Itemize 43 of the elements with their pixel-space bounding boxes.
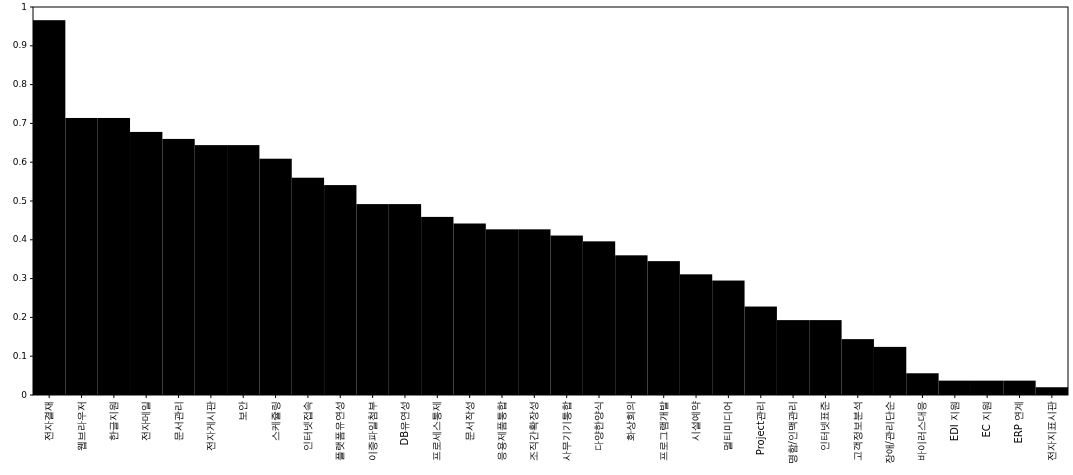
x-tick-label: DB유연성 [398,401,410,446]
x-tick-label: 한글지원 [107,401,119,441]
y-tick-label: 0.8 [12,79,28,90]
x-tick-label: 장애/관리단순 [884,401,896,465]
x-tick-label: 화상회의 [625,401,637,441]
x-tick-label: 보안 [237,401,249,421]
y-tick-label: 0.6 [12,156,28,167]
x-tick-label: 바이러스대응 [916,401,928,461]
x-tick-label: 전자게시판 [204,401,216,451]
x-tick-label: 문서작성 [463,401,475,441]
x-tick-label: 플랫폼유연성 [334,401,346,461]
x-tick-label: EC 지원 [981,401,993,438]
x-tick-label: 웹브라우저 [75,401,87,451]
x-tick-label: 멀티미디어 [722,401,734,451]
x-tick-label: 이종파일첨부 [366,401,378,461]
x-tick-label: Project관리 [754,401,766,456]
x-tick-label: 시설예약 [690,401,702,441]
x-tick-label: ERP 연계 [1013,401,1025,444]
x-tick-label: 전자메일 [140,401,152,441]
x-tick-label: 프로그램개발 [657,401,669,461]
x-tick-label: 조직간확장성 [528,401,540,461]
y-tick-label: 0.5 [12,195,27,206]
y-tick-label: 0.1 [12,350,27,361]
x-tick-label: 인터넷표준 [819,401,831,451]
y-tick-label: 0 [21,389,28,400]
x-tick-label: EDI 지원 [948,401,960,442]
y-tick-label: 0.2 [12,311,27,322]
y-tick-label: 0.7 [12,117,27,128]
y-tick-label: 0.4 [12,234,28,245]
x-tick-label: 스케쥴링 [269,401,281,441]
x-tick-label: 프로세스통제 [431,401,443,461]
x-tick-label: 명함/인맥관리 [787,401,799,465]
x-tick-label: 다양한양식 [593,401,605,451]
x-tick-label: 사무기기통합 [560,401,572,461]
x-tick-label: 응용제품통합 [495,401,507,461]
x-tick-label: 인터넷접속 [301,401,313,451]
y-tick-label: 1 [21,1,27,12]
y-tick-label: 0.9 [12,40,28,51]
y-tick-label: 0.3 [12,273,27,284]
x-tick-label: 고객정보분석 [851,401,863,461]
x-tick-label: 전자결재 [43,401,55,441]
x-tick-label: 문서관리 [172,401,184,441]
x-tick-label: 전자지표시판 [1045,401,1057,461]
